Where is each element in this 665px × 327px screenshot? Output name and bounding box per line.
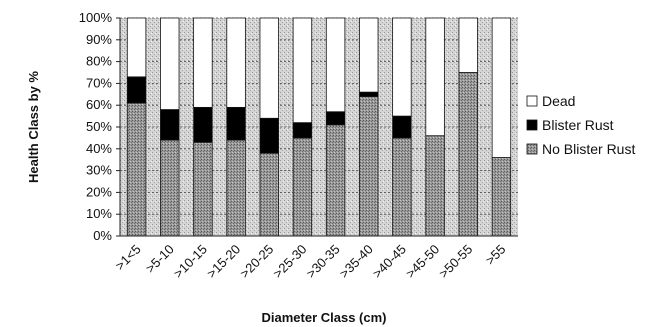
bar-segment-no-blister-rust [259,152,279,237]
bar-segment-dead [359,17,379,93]
x-tick-label: >40-45 [370,242,409,281]
legend-swatch-no-blister-rust [526,143,538,155]
bar-segment-dead [160,17,180,110]
bar-segment-blister-rust [359,91,379,97]
y-tick-label: 80% [86,54,112,69]
legend: Dead Blister Rust No Blister Rust [526,93,635,157]
x-tick-label: >30-35 [303,242,342,281]
bar-segment-dead [325,17,346,113]
y-tick-label: 90% [86,32,112,47]
legend-label-dead: Dead [542,93,575,109]
bar-segment-dead [193,17,213,108]
bar-segment-no-blister-rust [126,102,147,237]
bar-segment-blister-rust [160,109,180,141]
bar-segment-blister-rust [292,122,313,139]
bar-segment-no-blister-rust [359,96,379,237]
x-tick-label: >25-30 [270,242,309,281]
y-tick-label: 50% [86,119,112,134]
bar-segment-blister-rust [226,106,246,141]
bar-segment-no-blister-rust [491,157,512,237]
bar-segment-blister-rust [126,76,147,104]
y-tick-label: 0% [93,228,112,243]
x-tick-label: >35-40 [336,242,375,281]
y-tick-label: 100% [79,10,113,25]
bar-segment-dead [292,17,313,124]
y-tick-label: 60% [86,97,112,112]
y-axis-ticks: 0% 10% 20% 30% 40% 50% 60% 70% 80% 90% 100% [79,10,120,243]
bar-segment-no-blister-rust [425,135,445,237]
y-tick-label: 40% [86,141,112,156]
bar-segment-no-blister-rust [160,139,180,237]
legend-swatch-dead [526,95,538,107]
bar-segment-blister-rust [325,111,346,126]
y-axis-title: Health Class by % [26,71,41,183]
bar-segment-blister-rust [392,115,412,139]
x-axis-ticks: >1<5>5-10>10-15>15-20>20-25>25-30>30-35>… [112,242,508,281]
bar-segment-dead [126,17,147,78]
bar-segment-dead [392,17,412,117]
y-tick-label: 10% [86,206,112,221]
bar-segment-dead [425,17,445,137]
y-tick-label: 20% [86,184,112,199]
bar-segment-dead [226,17,246,108]
legend-swatch-blister-rust [526,119,538,131]
x-tick-label: >15-20 [204,242,243,281]
bar-segment-dead [491,17,512,158]
x-tick-label: >10-15 [171,242,210,281]
legend-label-blister-rust: Blister Rust [542,117,614,133]
legend-label-no-blister-rust: No Blister Rust [542,141,635,157]
bar-segment-no-blister-rust [226,139,246,237]
bar-segment-dead [259,17,279,119]
x-tick-label: >55 [482,242,508,268]
bar-segment-no-blister-rust [193,141,213,237]
bar-segment-dead [458,17,478,73]
bar-segment-no-blister-rust [392,137,412,237]
y-tick-label: 70% [86,75,112,90]
x-tick-label: >45-50 [403,242,442,281]
bar-segment-blister-rust [193,106,213,143]
x-tick-label: >20-25 [237,242,276,281]
bar-segment-blister-rust [259,117,279,154]
x-tick-label: >50-55 [436,242,475,281]
bar-segment-no-blister-rust [292,137,313,237]
bar-segment-no-blister-rust [325,124,346,237]
y-tick-label: 30% [86,163,112,178]
plot-area [120,18,518,236]
x-tick-label: >1<5 [112,242,144,274]
x-axis-title: Diameter Class (cm) [262,310,387,325]
bars [126,17,512,237]
bar-segment-no-blister-rust [458,72,478,237]
